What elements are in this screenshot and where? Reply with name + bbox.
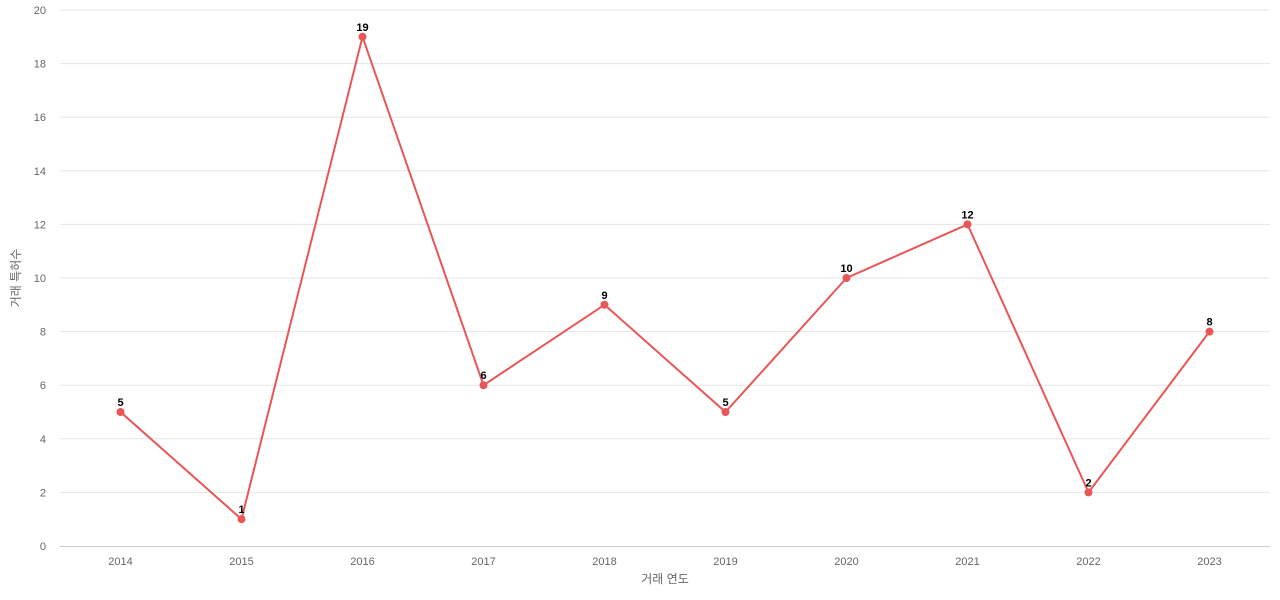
y-axis-ticks: 0 2 4 6 8 10 12 14 16 18 20 — [34, 5, 46, 553]
data-point[interactable] — [600, 300, 609, 309]
y-tick-label: 6 — [40, 380, 46, 392]
data-label: 5 — [722, 397, 728, 409]
y-tick-label: 2 — [40, 487, 46, 499]
y-tick-label: 12 — [34, 219, 46, 231]
data-point[interactable] — [358, 32, 367, 41]
data-label: 12 — [961, 209, 973, 221]
data-label: 1 — [238, 504, 244, 516]
x-axis-ticks: 2014 2015 2016 2017 2018 2019 2020 2021 2022 2023 — [108, 556, 1221, 568]
data-point[interactable] — [237, 515, 246, 524]
data-label: 9 — [601, 290, 607, 302]
y-tick-label: 20 — [34, 5, 46, 17]
y-tick-label: 0 — [40, 541, 46, 553]
data-point[interactable] — [721, 408, 730, 416]
x-tick-label: 2018 — [592, 556, 616, 568]
data-label: 2 — [1085, 477, 1091, 489]
data-point[interactable] — [116, 408, 125, 416]
data-point[interactable] — [479, 381, 488, 390]
x-tick-label: 2019 — [713, 556, 737, 568]
x-tick-label: 2015 — [229, 556, 253, 568]
x-tick-label: 2023 — [1197, 556, 1221, 568]
series — [116, 32, 1214, 524]
x-tick-label: 2017 — [471, 556, 495, 568]
data-label: 6 — [480, 370, 486, 382]
data-label: 10 — [840, 263, 852, 275]
data-label: 8 — [1206, 317, 1212, 329]
x-tick-label: 2020 — [834, 556, 858, 568]
y-tick-label: 14 — [34, 166, 46, 178]
x-tick-label: 2022 — [1076, 556, 1100, 568]
grid — [60, 9, 1270, 493]
y-axis-title: 거래 특허수 — [9, 249, 23, 308]
data-point[interactable] — [1084, 488, 1093, 497]
x-tick-label: 2021 — [955, 556, 979, 568]
data-labels: 5 1 19 6 9 5 10 12 2 8 — [117, 22, 1212, 516]
x-tick-label: 2014 — [108, 556, 132, 568]
series-line — [119, 35, 1211, 521]
x-axis-title: 거래 연도 — [641, 572, 689, 586]
x-tick-label: 2016 — [350, 556, 374, 568]
data-label: 19 — [356, 22, 368, 34]
data-label: 5 — [117, 397, 123, 409]
data-point[interactable] — [963, 220, 972, 229]
y-tick-label: 4 — [40, 434, 46, 446]
data-point[interactable] — [842, 274, 851, 282]
y-tick-label: 18 — [34, 59, 46, 71]
y-tick-label: 8 — [40, 327, 46, 339]
y-tick-label: 16 — [34, 112, 46, 124]
data-point[interactable] — [1205, 327, 1214, 336]
y-tick-label: 10 — [34, 273, 46, 285]
